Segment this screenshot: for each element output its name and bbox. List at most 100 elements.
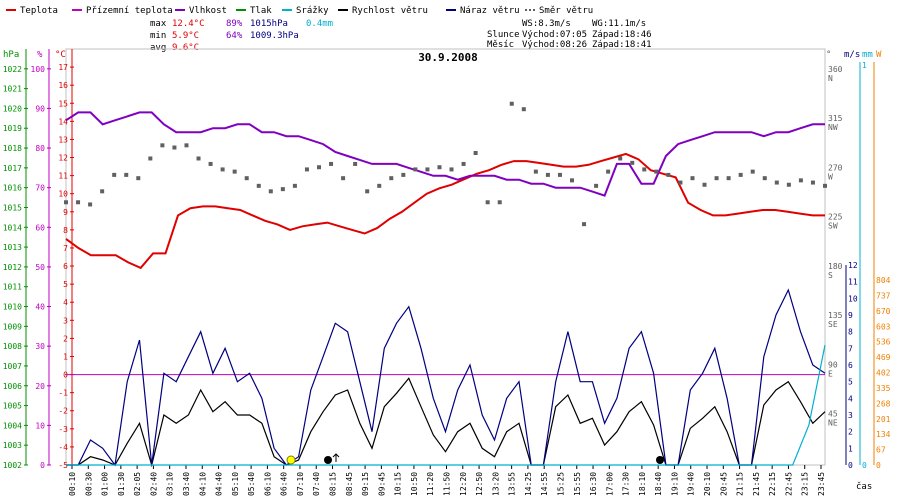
y-tick-label: 13 [58, 135, 68, 144]
y-tick-label: 0 [862, 461, 867, 470]
y-tick-label: 3 [63, 316, 68, 325]
y-tick-label: 6 [848, 361, 853, 370]
wind-direction-point [425, 167, 430, 172]
y-tick-label: 1011 [3, 283, 22, 292]
y-tick-label: 804 [876, 276, 891, 285]
dir-tick-label: 270 [828, 163, 843, 172]
y-tick-label: 40 [35, 303, 45, 312]
y-tick-label: 90 [35, 104, 45, 113]
x-tick-label: 15:55 [573, 472, 582, 496]
wind-direction-point [64, 200, 68, 205]
wind-direction-point [160, 143, 165, 148]
legend-label: Teplota [20, 6, 58, 16]
y-tick-label: 70 [35, 184, 45, 193]
x-tick-label: 01:30 [117, 472, 126, 496]
info-sun-rise: Východ:07:05 [522, 30, 587, 40]
markers [286, 453, 664, 465]
info-sun-set: Západ:18:46 [592, 30, 652, 40]
wind-direction-point [654, 169, 659, 174]
wind-direction-point [353, 161, 358, 166]
y-tick-label: 3 [848, 411, 853, 420]
dir-tick-compass: E [828, 369, 833, 378]
x-tick-label: 03:10 [166, 472, 175, 496]
y-tick-label: 536 [876, 338, 891, 347]
wind-direction-point [702, 182, 707, 187]
x-tick-label: 08:15 [329, 472, 338, 496]
x-tick-label: 06:40 [280, 472, 289, 496]
stat-avg-label: avg [150, 43, 166, 53]
stat-max-rain: 0.4mm [306, 19, 333, 29]
wind-direction-point [786, 182, 791, 187]
x-tick-label: 21:15 [736, 472, 745, 496]
x-tick-label: 07:10 [296, 472, 305, 496]
wind-direction-point [124, 172, 129, 177]
wind-direction-point [473, 151, 478, 155]
wind-direction-point [533, 169, 538, 174]
y-tick-label: 5 [848, 378, 853, 387]
y-tick-label: 11 [848, 278, 858, 287]
y-tick-label: 1008 [3, 342, 22, 351]
wind-direction-point [509, 101, 514, 106]
stat-max-label: max [150, 19, 167, 29]
y-tick-label: 10 [35, 421, 45, 430]
x-tick-label: 07:40 [312, 472, 321, 496]
x-tick-label: 16:30 [589, 472, 598, 496]
wind-direction-point [208, 161, 213, 166]
wind-direction-point [148, 156, 153, 161]
y-tick-label: 7 [63, 244, 68, 253]
wind-direction-point [100, 189, 105, 194]
wind-direction-point [618, 156, 623, 161]
x-tick-label: 04:10 [198, 472, 207, 496]
series-line-vlhkost [65, 111, 825, 197]
y-tick-label: 1 [63, 352, 68, 361]
y-tick-label: 15 [58, 99, 68, 108]
dir-tick-label: 135 [828, 311, 843, 320]
wind-direction-point [365, 189, 370, 194]
y-tick-label: -2 [58, 407, 68, 416]
x-tick-label: 13:55 [508, 472, 517, 496]
y-tick-label: 1 [848, 444, 853, 453]
y-tick-label: 14 [58, 117, 68, 126]
y-tick-label: 2 [848, 428, 853, 437]
dir-tick-label: 45 [828, 410, 838, 419]
wind-direction-point [437, 165, 442, 170]
y-tick-label: 8 [848, 328, 853, 337]
wind-direction-point [172, 145, 177, 150]
y-tick-label: 603 [876, 322, 891, 331]
dir-tick-compass: SW [828, 222, 838, 231]
stat-max-temp: 12.4°C [172, 19, 205, 29]
wind-direction-point [582, 222, 587, 227]
wind-direction-point [810, 180, 815, 185]
wind-direction-point [606, 169, 611, 174]
info-block: WS:8.3m/s WG:11.1m/s Slunce Východ:07:05… [487, 19, 652, 50]
wind-direction-point [750, 169, 755, 174]
y-tick-label: -3 [58, 425, 68, 434]
wind-direction-point [136, 176, 141, 181]
wind-direction-point [521, 107, 526, 112]
wind-direction-point [714, 176, 719, 181]
y-tick-label: 1003 [3, 441, 22, 450]
x-tick-label: 10:50 [410, 472, 419, 496]
stat-min-label: min [150, 31, 166, 41]
y-tick-label: 12 [58, 154, 68, 163]
wind-direction-point [232, 169, 237, 174]
x-tick-label: 12:20 [459, 472, 468, 496]
legend-label: Tlak [250, 6, 272, 16]
y-axes: 1002100310041005100610071008100910101011… [3, 49, 891, 470]
wind-direction-point [256, 183, 261, 188]
series-line-teplota [65, 152, 825, 270]
wind-direction-point [642, 167, 647, 172]
y-tick-label: 268 [876, 399, 891, 408]
y-tick-label: 1021 [3, 85, 22, 94]
wind-direction-point [461, 161, 466, 166]
wind-direction-point [738, 172, 743, 177]
x-tick-label: 17:30 [622, 472, 631, 496]
x-tick-label: 14:25 [524, 472, 533, 496]
y-tick-label: 1007 [3, 362, 22, 371]
x-tick-label: 00:10 [68, 472, 77, 496]
y-tick-label: 6 [63, 262, 68, 271]
y-tick-label: 1004 [3, 421, 22, 430]
stat-max-press: 1015hPa [250, 19, 288, 29]
y-tick-label: 1017 [3, 164, 22, 173]
